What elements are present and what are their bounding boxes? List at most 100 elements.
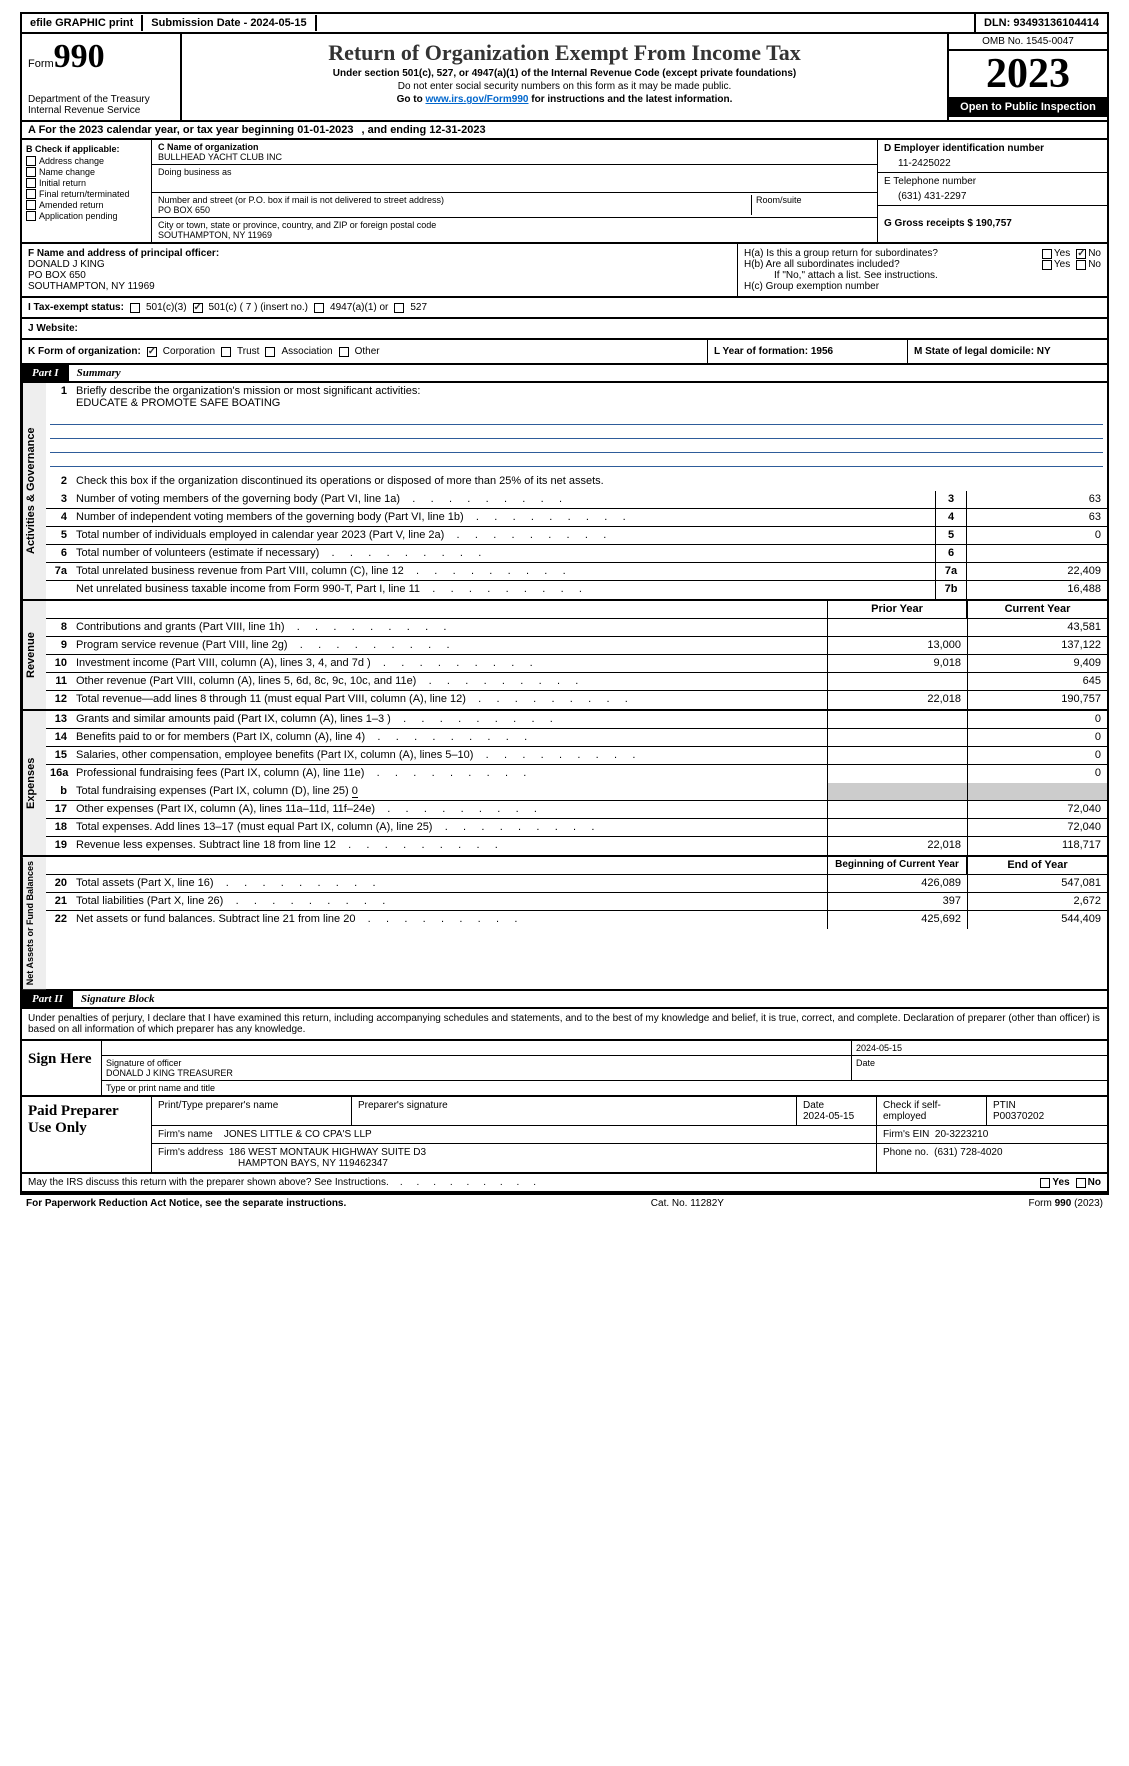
line-num: 16a — [46, 765, 72, 783]
ein-row: D Employer identification number 11-2425… — [878, 140, 1107, 173]
mission-line — [50, 425, 1103, 439]
sign-block: Sign Here 2024-05-15 Signature of office… — [20, 1039, 1109, 1097]
row-a: A For the 2023 calendar year, or tax yea… — [20, 122, 1109, 140]
form-number: Form990 — [28, 38, 174, 76]
head-current: Current Year — [967, 601, 1107, 618]
chk-527[interactable] — [394, 303, 404, 313]
chk-label: Address change — [39, 156, 104, 166]
current-val: 645 — [967, 673, 1107, 690]
col-b-label: B Check if applicable: — [26, 144, 147, 154]
line-num: 9 — [46, 637, 72, 654]
opt-501c3: 501(c)(3) — [146, 302, 187, 313]
sub3-suffix: for instructions and the latest informat… — [528, 94, 732, 105]
prior-val — [827, 729, 967, 746]
mission-line — [50, 453, 1103, 467]
line-text: Other expenses (Part IX, column (A), lin… — [72, 801, 827, 818]
line-text: Investment income (Part VIII, column (A)… — [72, 655, 827, 672]
mission-line — [50, 411, 1103, 425]
current-val: 0 — [967, 729, 1107, 746]
form-title: Return of Organization Exempt From Incom… — [192, 40, 937, 66]
chk-address-change[interactable]: Address change — [26, 156, 147, 166]
line-key: 6 — [935, 545, 967, 562]
line-num: 14 — [46, 729, 72, 746]
omb-number: OMB No. 1545-0047 — [949, 34, 1107, 51]
prep-sig-label: Preparer's signature — [352, 1097, 797, 1125]
i-label: I Tax-exempt status: — [28, 302, 124, 313]
line-key: 5 — [935, 527, 967, 544]
hb-note: If "No," attach a list. See instructions… — [744, 270, 1101, 281]
chk-corp[interactable] — [147, 347, 157, 357]
footer-right-form: 990 — [1055, 1198, 1072, 1209]
chk-label: Application pending — [39, 211, 118, 221]
hb-no[interactable]: No — [1076, 259, 1101, 270]
declaration: Under penalties of perjury, I declare th… — [20, 1009, 1109, 1039]
row-a-mid: , and ending 12-31-2023 — [361, 124, 485, 136]
city-value: SOUTHAMPTON, NY 11969 — [158, 230, 871, 240]
current-val: 43,581 — [967, 619, 1107, 636]
line-num: 4 — [46, 509, 72, 526]
chk-other[interactable] — [339, 347, 349, 357]
line-text: Grants and similar amounts paid (Part IX… — [72, 711, 827, 728]
hc-label: H(c) Group exemption number — [744, 281, 1101, 292]
firm-ein-value: 20-3223210 — [935, 1129, 988, 1140]
summary-body-net: Beginning of Current Year End of Year 20… — [46, 857, 1107, 989]
line-text: Net unrelated business taxable income fr… — [72, 581, 935, 599]
yes-label: Yes — [1052, 1177, 1069, 1188]
addr-value: PO BOX 650 — [158, 205, 751, 215]
efile-label: efile GRAPHIC print — [22, 15, 143, 31]
ha-yes[interactable]: Yes — [1042, 248, 1070, 259]
part1-title: Summary — [69, 365, 1107, 381]
inspection-label: Open to Public Inspection — [949, 97, 1107, 117]
ptin-value: P00370202 — [993, 1111, 1044, 1122]
hb-yes[interactable]: Yes — [1042, 259, 1070, 270]
line-text: Number of independent voting members of … — [72, 509, 935, 526]
chk-assoc[interactable] — [265, 347, 275, 357]
prior-val: 13,000 — [827, 637, 967, 654]
prior-val — [827, 711, 967, 728]
chk-final-return[interactable]: Final return/terminated — [26, 189, 147, 199]
summary-row: 20 Total assets (Part X, line 16) 426,08… — [46, 875, 1107, 893]
summary-row: 15 Salaries, other compensation, employe… — [46, 747, 1107, 765]
chk-501c3[interactable] — [130, 303, 140, 313]
chk-initial-return[interactable]: Initial return — [26, 178, 147, 188]
line2-label: Check this box if the organization disco… — [76, 475, 604, 487]
chk-amended-return[interactable]: Amended return — [26, 200, 147, 210]
line-text: Total revenue—add lines 8 through 11 (mu… — [72, 691, 827, 709]
chk-name-change[interactable]: Name change — [26, 167, 147, 177]
subtitle-2: Do not enter social security numbers on … — [192, 81, 937, 92]
ha-label: H(a) Is this a group return for subordin… — [744, 248, 1036, 259]
prior-val — [827, 765, 967, 783]
ptin-label: PTIN — [993, 1100, 1016, 1111]
prep-ptin: PTIN P00370202 — [987, 1097, 1107, 1125]
summary-row: 22 Net assets or fund balances. Subtract… — [46, 911, 1107, 929]
addr-label: Number and street (or P.O. box if mail i… — [158, 195, 751, 205]
hb-label: H(b) Are all subordinates included? — [744, 259, 1036, 270]
prior-val: 397 — [827, 893, 967, 910]
ein-value: 11-2425022 — [884, 154, 1101, 169]
prior-val — [827, 819, 967, 836]
chk-4947[interactable] — [314, 303, 324, 313]
yes-label: Yes — [1054, 248, 1070, 259]
discuss-no[interactable]: No — [1076, 1177, 1101, 1188]
current-val: 0 — [967, 747, 1107, 764]
footer-mid: Cat. No. 11282Y — [651, 1198, 724, 1209]
sig-date-value: 2024-05-15 — [852, 1041, 1107, 1055]
irs-link[interactable]: www.irs.gov/Form990 — [425, 94, 528, 105]
city-label: City or town, state or province, country… — [158, 220, 871, 230]
current-val: 72,040 — [967, 801, 1107, 818]
chk-application-pending[interactable]: Application pending — [26, 211, 147, 221]
chk-trust[interactable] — [221, 347, 231, 357]
preparer-block: Paid Preparer Use Only Print/Type prepar… — [20, 1097, 1109, 1174]
discuss-yes[interactable]: Yes — [1040, 1177, 1069, 1188]
selfemp-label: Check if self-employed — [883, 1100, 941, 1122]
ha-no[interactable]: No — [1076, 248, 1101, 259]
line-num: 21 — [46, 893, 72, 910]
addr-row: Number and street (or P.O. box if mail i… — [152, 193, 877, 218]
prep-name-label: Print/Type preparer's name — [152, 1097, 352, 1125]
line-key: 4 — [935, 509, 967, 526]
line-num: 5 — [46, 527, 72, 544]
opt-assoc: Association — [281, 346, 332, 357]
officer-city: SOUTHAMPTON, NY 11969 — [28, 281, 731, 292]
chk-501c[interactable] — [193, 303, 203, 313]
line-val: 22,409 — [967, 563, 1107, 580]
